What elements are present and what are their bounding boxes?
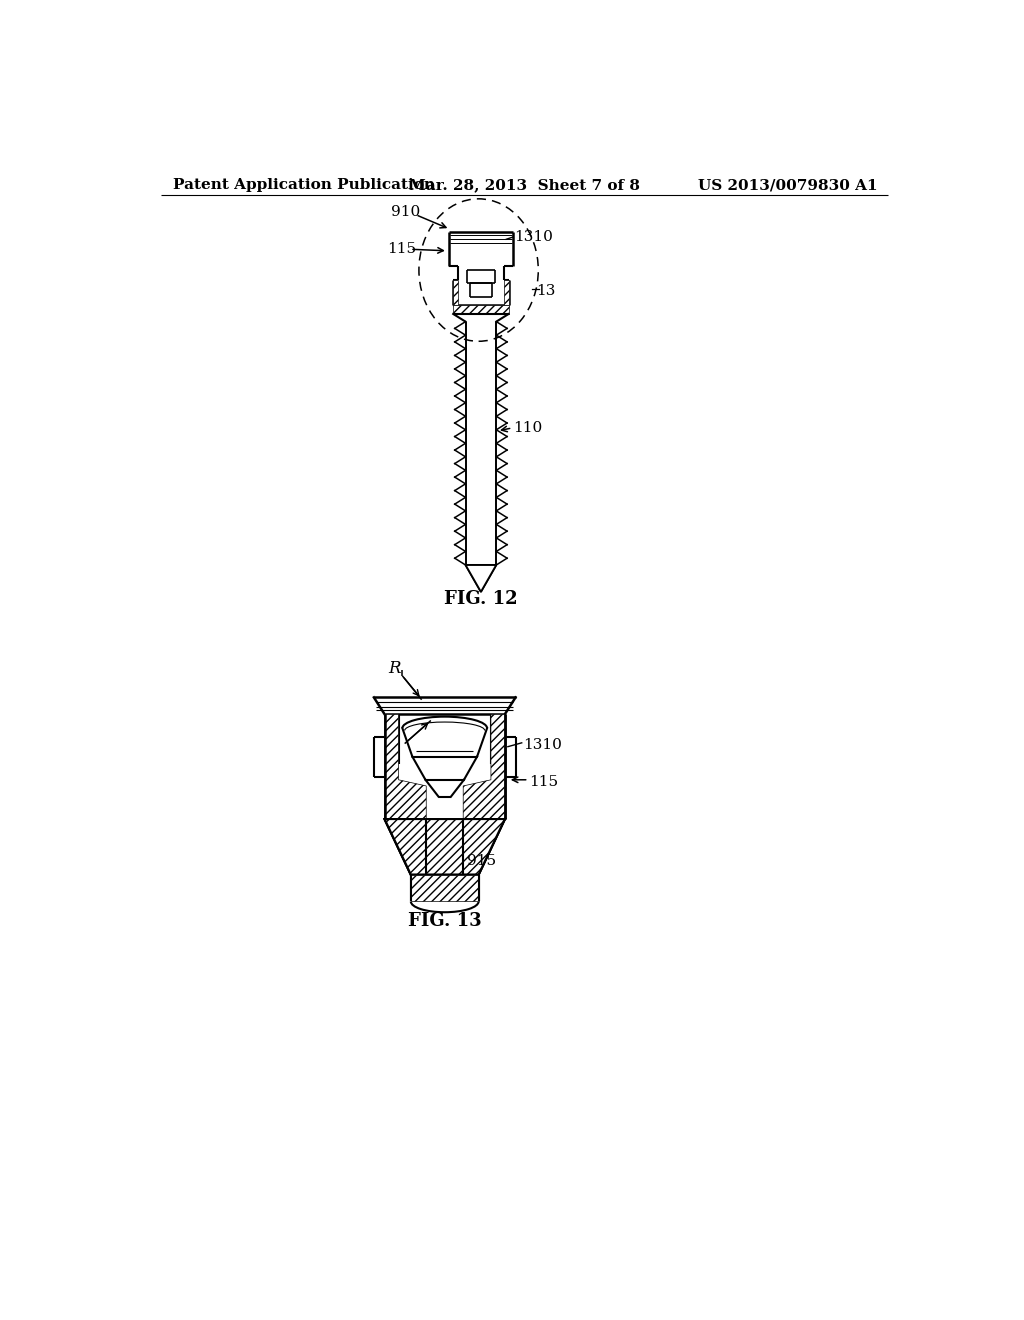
Polygon shape xyxy=(385,818,426,875)
Bar xyxy=(411,875,478,902)
Text: 115: 115 xyxy=(387,243,416,256)
Polygon shape xyxy=(466,565,497,591)
Polygon shape xyxy=(463,818,505,875)
Text: 115: 115 xyxy=(529,775,558,789)
Polygon shape xyxy=(385,714,426,818)
Text: 13: 13 xyxy=(537,284,556,298)
Text: 915: 915 xyxy=(467,854,497,867)
Text: Patent Application Publication: Patent Application Publication xyxy=(173,178,435,193)
Polygon shape xyxy=(385,818,505,875)
Text: US 2013/0079830 A1: US 2013/0079830 A1 xyxy=(697,178,878,193)
Bar xyxy=(466,322,497,565)
Polygon shape xyxy=(466,565,497,591)
Bar xyxy=(454,305,509,314)
Text: 1310: 1310 xyxy=(514,230,553,244)
Text: FIG. 12: FIG. 12 xyxy=(444,590,518,607)
Text: R: R xyxy=(388,660,401,677)
Bar xyxy=(454,280,458,305)
Text: FIG. 13: FIG. 13 xyxy=(408,912,481,929)
Text: 110: 110 xyxy=(513,421,543,434)
Bar xyxy=(504,280,509,305)
Polygon shape xyxy=(463,714,505,818)
Text: Mar. 28, 2013  Sheet 7 of 8: Mar. 28, 2013 Sheet 7 of 8 xyxy=(410,178,640,193)
Text: 910: 910 xyxy=(391,206,420,219)
Text: 1310: 1310 xyxy=(523,738,562,752)
